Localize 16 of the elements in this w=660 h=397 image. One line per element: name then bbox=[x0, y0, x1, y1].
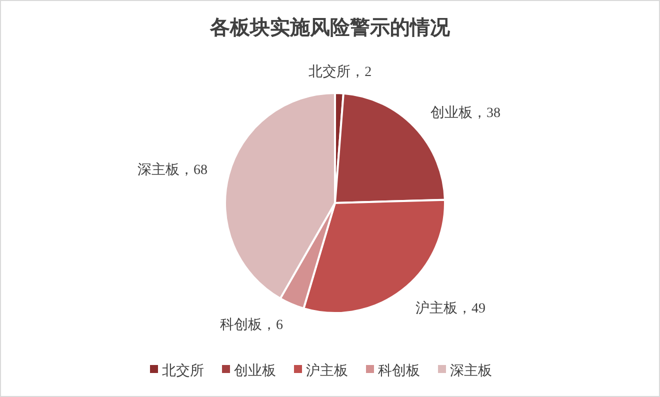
slice-label: 北交所 bbox=[308, 64, 351, 80]
legend-label: 深主板 bbox=[450, 362, 492, 379]
legend-label: 科创板 bbox=[378, 362, 420, 379]
data-label: ，68 bbox=[179, 162, 208, 178]
legend-label: 北交所 bbox=[162, 362, 204, 379]
legend-label: 沪主板 bbox=[306, 362, 348, 379]
legend-label: 创业板 bbox=[234, 362, 276, 379]
data-label: ，38 bbox=[472, 106, 501, 121]
slice-label: 科创板 bbox=[220, 317, 262, 334]
data-label: ，49 bbox=[457, 302, 486, 317]
slice-label: 沪主板 bbox=[415, 300, 458, 317]
slice-label: 创业板 bbox=[430, 104, 473, 121]
data-label: ，2 bbox=[350, 65, 372, 80]
slice-label: 深主板 bbox=[137, 162, 180, 178]
chart-title: 各板块实施风险警示的情况 bbox=[209, 16, 451, 39]
data-label: ，6 bbox=[262, 318, 284, 334]
